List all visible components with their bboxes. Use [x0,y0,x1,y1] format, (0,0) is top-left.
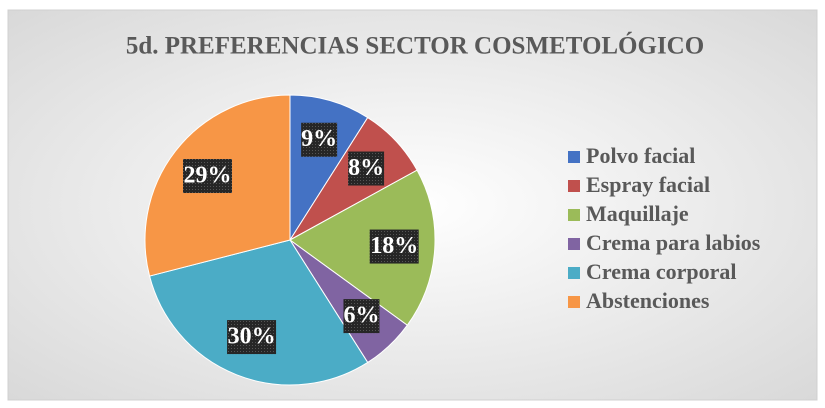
chart-title: 5d. PREFERENCIAS SECTOR COSMETOLÓGICO [126,32,704,60]
pie-slice [148,239,369,386]
data-label-box [343,299,380,334]
data-label: 29% [184,163,232,189]
data-label: 18% [370,233,418,259]
data-label: 6% [343,303,379,329]
pie-slice [289,169,436,326]
data-label: 9% [301,126,337,152]
data-label-box [369,229,419,264]
legend-label: Crema corporal [586,259,737,284]
legend-swatch [568,267,580,279]
data-label-box [227,320,277,355]
legend-label: Espray facial [586,172,710,197]
legend-label: Crema para labios [586,230,761,255]
data-label-box [183,159,233,194]
data-label: 30% [228,324,276,350]
legend-swatch [568,209,580,221]
data-label-box [348,151,385,186]
legend-label: Maquillaje [586,201,689,226]
data-label-box [301,122,338,157]
legend-label: Polvo facial [586,143,695,168]
legend-swatch [568,238,580,250]
data-label: 8% [348,155,384,181]
legend-swatch [568,296,580,308]
legend-label: Abstenciones [586,288,710,313]
legend-swatch [568,151,580,163]
legend-swatch [568,180,580,192]
